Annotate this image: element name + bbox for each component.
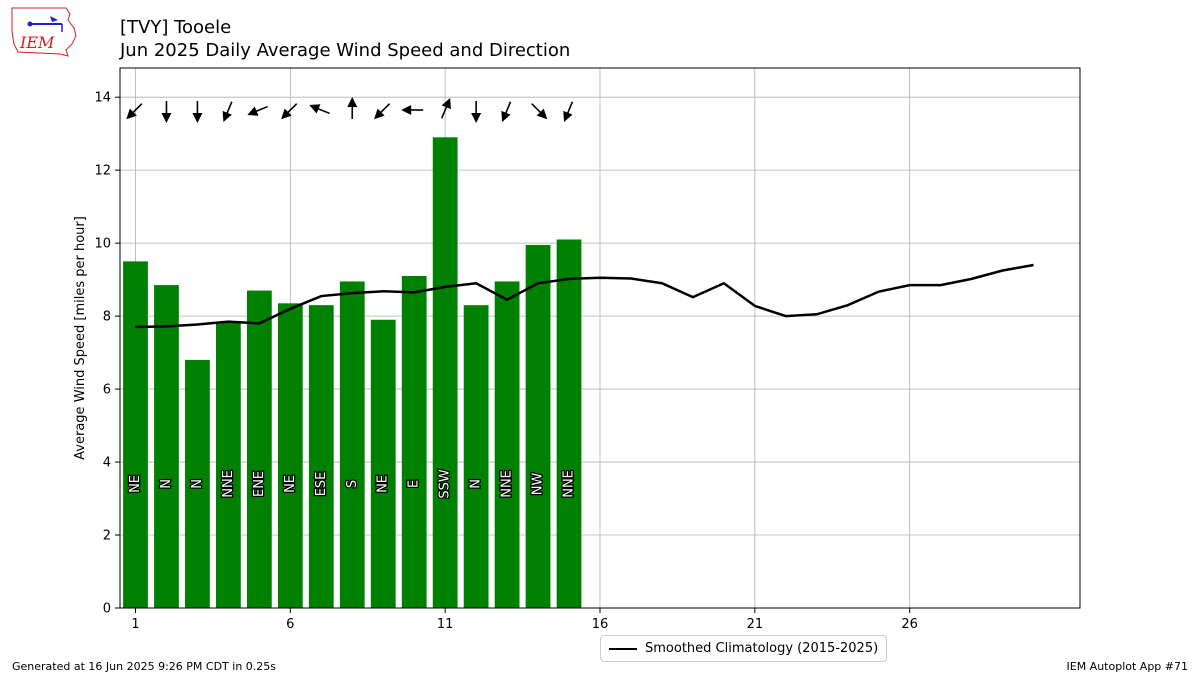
bar <box>339 281 365 608</box>
direction-label: NNE <box>500 470 515 498</box>
bar <box>494 281 520 608</box>
y-tick-label: 14 <box>94 91 111 106</box>
y-tick-label: 10 <box>94 237 111 252</box>
direction-label: E <box>407 480 422 488</box>
wind-arrow <box>347 97 358 119</box>
direction-label: SSW <box>438 469 453 499</box>
wind-arrow <box>247 105 268 116</box>
wind-arrow-head <box>441 97 451 110</box>
generated-timestamp: Generated at 16 Jun 2025 9:26 PM CDT in … <box>12 660 277 673</box>
wind-arrow-shaft <box>504 101 512 115</box>
svg-text:IEM: IEM <box>19 33 55 52</box>
wind-speed-chart: NE N N NNE ENE NE ESE S NE E SSW N NNE NW NNE 1 6 11 16 21… <box>73 67 1081 630</box>
climatology-line <box>135 263 1034 329</box>
wind-arrow-head <box>563 110 573 123</box>
wind-arrow-head <box>192 113 203 123</box>
wind-arrow <box>192 101 203 123</box>
climatology-line <box>135 263 1034 329</box>
wind-arrow <box>501 101 512 123</box>
wind-arrow-head <box>501 110 511 123</box>
bar <box>556 239 582 608</box>
wind-arrow-head <box>222 110 232 123</box>
wind-arrow <box>374 103 391 120</box>
direction-label: N <box>159 479 174 489</box>
wind-arrow <box>563 101 574 123</box>
wind-arrow-head <box>347 97 358 107</box>
direction-arrows <box>126 97 574 123</box>
x-tick-label: 16 <box>592 617 609 630</box>
chart-subtitle: Jun 2025 Daily Average Wind Speed and Di… <box>120 40 571 61</box>
y-axis-label: Average Wind Speed [miles per hour] <box>73 216 88 460</box>
wind-arrow-head <box>161 113 172 123</box>
direction-label: N <box>190 479 205 489</box>
y-tick-label: 12 <box>94 164 111 179</box>
wind-arrow-shaft <box>566 101 574 115</box>
app-credit: IEM Autoplot App #71 <box>1066 660 1189 673</box>
direction-label: ESE <box>314 472 329 497</box>
iem-logo: IEM <box>11 7 77 57</box>
direction-label: S <box>345 480 360 488</box>
bars <box>123 137 582 608</box>
y-tick-label: 2 <box>103 529 111 544</box>
bar <box>246 290 272 608</box>
legend-line-swatch <box>609 647 637 650</box>
wind-arrow <box>126 103 143 120</box>
bar <box>401 275 427 608</box>
bar <box>370 319 396 608</box>
bar <box>277 303 303 608</box>
y-tick-label: 4 <box>103 456 111 471</box>
wind-arrow-shaft <box>254 105 268 113</box>
wind-arrow <box>281 103 298 120</box>
wind-arrow-shaft <box>131 103 143 115</box>
wind-arrow-head <box>471 113 482 123</box>
x-tick-label: 6 <box>286 617 294 630</box>
wind-arrow-shaft <box>379 103 391 115</box>
wind-arrow <box>401 105 424 115</box>
bar <box>185 359 210 608</box>
direction-label: NE <box>128 475 143 493</box>
x-tick-label: 11 <box>437 617 454 630</box>
direction-label: NE <box>283 475 298 493</box>
x-tick-label: 21 <box>747 617 764 630</box>
wind-arrow-head <box>309 104 321 114</box>
bar <box>463 305 489 608</box>
y-tick-label: 6 <box>103 383 111 398</box>
bar <box>432 137 458 608</box>
wind-arrow <box>531 103 548 120</box>
direction-labels: NE N N NNE ENE NE ESE S NE E SSW N NNE NW NNE <box>127 468 578 500</box>
wind-arrow <box>309 104 330 115</box>
wind-arrow-shaft <box>286 103 298 115</box>
chart-title: [TVY] Tooele <box>120 17 232 38</box>
x-tick-label: 1 <box>131 617 139 630</box>
wind-arrow <box>222 101 233 123</box>
direction-label: N <box>469 479 484 489</box>
wind-arrow-shaft <box>225 101 233 115</box>
legend: Smoothed Climatology (2015-2025) <box>600 635 888 662</box>
x-tick-label: 26 <box>901 617 918 630</box>
wind-arrow-shaft <box>316 107 330 115</box>
wind-arrow-head <box>401 105 412 115</box>
direction-label: NE <box>376 475 391 493</box>
wind-arrow <box>440 97 451 119</box>
y-tick-label: 0 <box>103 602 111 617</box>
bar <box>525 244 551 608</box>
wind-arrow <box>161 101 172 123</box>
direction-label: ENE <box>252 471 267 497</box>
wind-arrow-shaft <box>531 103 543 115</box>
direction-label: NNE <box>562 470 577 498</box>
bar <box>216 321 241 608</box>
wind-arrow <box>471 101 482 123</box>
bar <box>308 305 334 608</box>
bar <box>154 285 179 608</box>
y-tick-label: 8 <box>103 310 111 325</box>
legend-label: Smoothed Climatology (2015-2025) <box>645 641 879 656</box>
direction-label: NNE <box>221 470 236 498</box>
wind-arrow-head <box>247 106 259 116</box>
direction-label: NW <box>531 473 546 496</box>
wind-arrow-shaft <box>440 105 448 119</box>
bar <box>123 261 148 608</box>
